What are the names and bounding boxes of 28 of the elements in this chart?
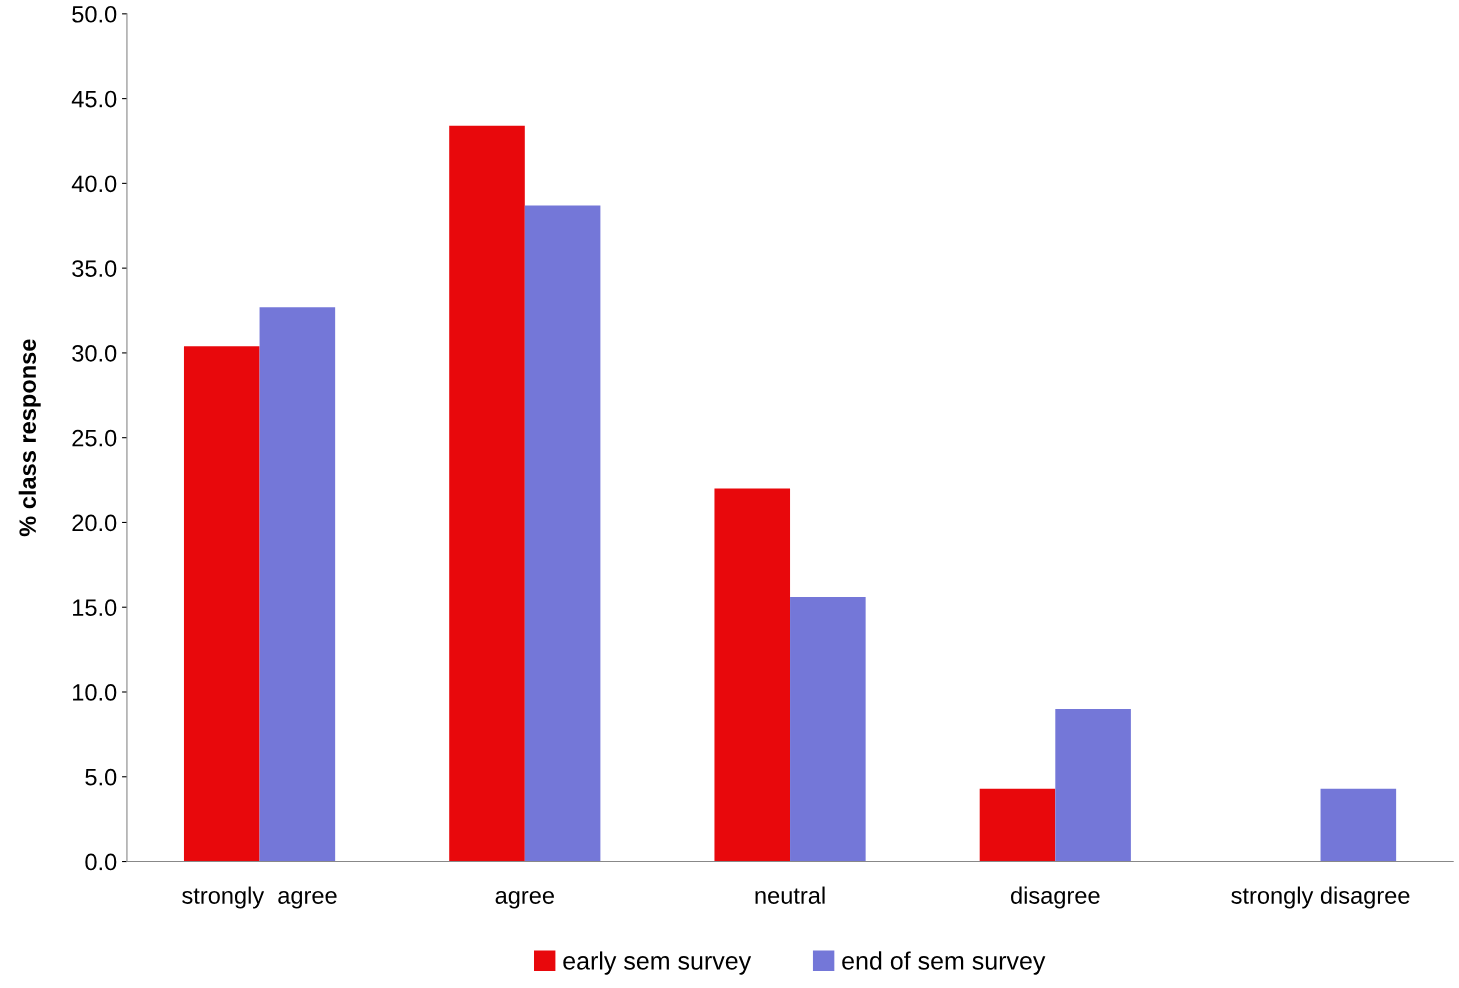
- y-tick-label: 20.0: [72, 514, 117, 532]
- legend-label: end of sem survey: [842, 951, 1046, 975]
- x-tick-label: strongly agree: [182, 886, 337, 909]
- x-tick-label: agree: [495, 890, 554, 909]
- bar: [259, 307, 336, 862]
- bar: [524, 205, 601, 862]
- y-axis-title: % class response: [18, 339, 41, 537]
- bar: [1055, 708, 1131, 862]
- y-tick-label: 0.0: [85, 853, 117, 871]
- bar: [449, 125, 525, 862]
- y-tick-label: 45.0: [71, 90, 117, 108]
- x-tick-label: neutral: [755, 886, 825, 904]
- y-tick-label: 30.0: [72, 344, 117, 362]
- y-tick-label: 15.0: [73, 599, 117, 617]
- y-tick-label: 5.0: [85, 768, 117, 786]
- y-tick-label: 40.0: [71, 175, 117, 193]
- y-tick-label: 10.0: [73, 684, 117, 701]
- x-tick-label: disagree: [1011, 886, 1100, 909]
- legend-label: early sem survey: [563, 951, 752, 975]
- bar: [979, 788, 1056, 862]
- x-tick-label: strongly disagree: [1231, 886, 1410, 909]
- bar: [183, 346, 260, 862]
- y-tick-label: 50.0: [72, 5, 117, 23]
- bar: [1320, 788, 1397, 862]
- y-tick-label: 25.0: [72, 429, 117, 447]
- bar: [790, 597, 866, 862]
- bar: [714, 488, 791, 862]
- y-tick-label: 35.0: [72, 260, 117, 277]
